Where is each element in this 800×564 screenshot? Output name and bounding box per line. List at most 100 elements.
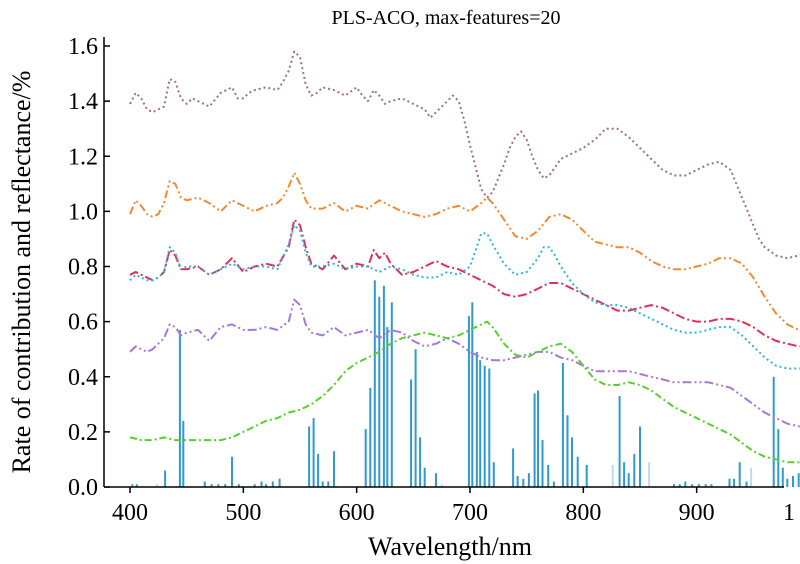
y-tick-label: 0.4 (68, 365, 98, 391)
contribution-bar (733, 478, 736, 487)
reflectance-lines (129, 50, 800, 464)
contribution-bar (704, 484, 707, 487)
contribution-bar (678, 484, 681, 487)
contribution-bar (435, 473, 437, 487)
contribution-bar (745, 481, 748, 487)
contribution-bar (217, 484, 220, 487)
contribution-bar (786, 478, 789, 487)
contribution-bar (639, 426, 641, 487)
x-tick-label: 1 000 (783, 500, 800, 526)
contribution-bar (321, 481, 324, 487)
series-line-2 (129, 171, 800, 331)
series-line-6 (129, 320, 800, 464)
contribution-bar (423, 467, 426, 487)
contribution-bar (772, 376, 775, 488)
contribution-bar (278, 478, 281, 487)
contribution-bar (333, 451, 335, 487)
contribution-bar (684, 481, 687, 487)
contribution-bar (533, 393, 536, 487)
contribution-bar (182, 420, 185, 487)
contribution-bar (547, 464, 550, 487)
contribution-bar (467, 316, 470, 487)
y-tick-label: 1.2 (68, 144, 98, 170)
contribution-bar (440, 484, 443, 487)
contribution-bar (627, 473, 630, 487)
contribution-bar (618, 396, 621, 487)
contribution-bar (373, 280, 376, 487)
contribution-bar (131, 484, 134, 487)
contribution-bars (131, 280, 800, 488)
contribution-bar (633, 453, 636, 487)
contribution-bar (777, 429, 780, 487)
contribution-bar (710, 484, 713, 487)
contribution-bar (224, 484, 227, 487)
contribution-bar (231, 456, 233, 487)
contribution-bar (738, 462, 741, 487)
contribution-bar (164, 470, 167, 487)
contribution-bar (471, 302, 474, 487)
contribution-bar (527, 473, 530, 487)
series-line-5 (129, 298, 800, 428)
contribution-bar (611, 464, 614, 487)
axes: 0.0 0.2 0.4 0.6 0.8 1.0 1.2 1.4 1.6 400 500 600 700 8… (68, 34, 800, 526)
contribution-bar (797, 473, 800, 487)
chart-title: PLS-ACO, max-features=20 (331, 7, 560, 29)
contribution-bar (178, 329, 181, 487)
x-tick-label: 700 (452, 500, 488, 526)
y-tick-label: 0.2 (68, 420, 98, 446)
contribution-bar (750, 467, 753, 487)
contribution-bar (576, 456, 579, 487)
contribution-bar (369, 387, 372, 487)
x-tick-label: 800 (565, 500, 601, 526)
x-tick-label: 900 (679, 500, 715, 526)
contribution-bar (135, 484, 138, 487)
contribution-bar (419, 437, 422, 487)
series-line-1 (129, 50, 800, 260)
contribution-bar (623, 462, 626, 487)
contribution-bar (271, 481, 274, 487)
contribution-bar (386, 327, 389, 487)
contribution-bar (253, 484, 256, 487)
contribution-bar (475, 351, 478, 487)
contribution-bar (516, 476, 519, 487)
contribution-bar (410, 379, 413, 487)
contribution-bar (728, 478, 731, 487)
y-axis-label: Rate of contribution and reflectance/% (7, 71, 36, 474)
x-tick-label: 500 (225, 500, 261, 526)
contribution-bar (648, 462, 651, 487)
contribution-bar (522, 478, 525, 487)
contribution-bar (697, 484, 700, 487)
contribution-bar (210, 484, 213, 487)
contribution-bar (483, 365, 486, 487)
contribution-bar (312, 418, 315, 487)
contribution-bar (237, 484, 240, 487)
contribution-bar (156, 484, 159, 487)
contribution-bar (308, 426, 311, 487)
x-tick-label: 600 (339, 500, 375, 526)
contribution-bar (390, 302, 393, 487)
contribution-bar (537, 390, 539, 487)
contribution-bar (566, 415, 569, 487)
contribution-bar (571, 437, 573, 487)
contribution-bar (792, 476, 794, 487)
x-tick-label: 400 (112, 500, 148, 526)
y-tick-label: 1.6 (68, 34, 98, 60)
contribution-bar (203, 481, 206, 487)
contribution-bar (673, 484, 675, 487)
contribution-bar (561, 363, 564, 487)
contribution-bar (317, 453, 320, 487)
contribution-bar (382, 285, 385, 487)
contribution-bar (541, 440, 544, 487)
contribution-bar (512, 448, 515, 487)
contribution-bar (781, 467, 784, 487)
contribution-bar (265, 484, 267, 487)
y-tick-label: 1.0 (68, 199, 98, 225)
contribution-bar (691, 484, 694, 487)
x-axis-label: Wavelength/nm (368, 532, 532, 561)
contribution-bar (585, 464, 588, 487)
contribution-bar (378, 296, 381, 487)
series-line-4 (129, 224, 800, 370)
contribution-bar (364, 429, 367, 487)
contribution-bar (552, 481, 555, 487)
